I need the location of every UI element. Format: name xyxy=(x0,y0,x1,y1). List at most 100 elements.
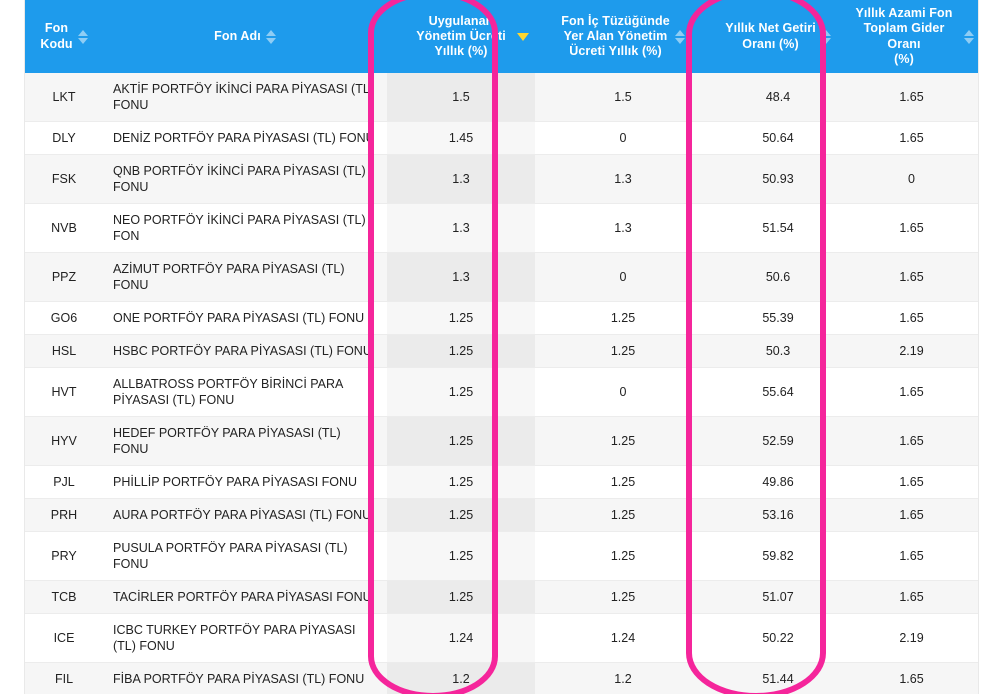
cell-yillik-net-getiri-orani: 50.22 xyxy=(711,613,845,663)
table-row[interactable]: HVT ALLBATROSS PORTFÖY BİRİNCİ PARA PİYAS… xyxy=(25,367,978,417)
cell-yillik-net-getiri-orani: 51.44 xyxy=(711,662,845,694)
cell-yillik-azami-gider-orani: 1.65 xyxy=(845,121,978,155)
sort-arrows-icon[interactable] xyxy=(77,29,88,44)
cell-fon-ic-tuzugunde-ucret: 1.25 xyxy=(535,580,711,614)
table-row[interactable]: LKT AKTİF PORTFÖY İKİNCİ PARA PİYASASI (T… xyxy=(25,73,978,122)
cell-fon-ic-tuzugunde-ucret: 0 xyxy=(535,121,711,155)
table-row[interactable]: FIL FİBA PORTFÖY PARA PİYASASI (TL) FONU 1… xyxy=(25,662,978,694)
column-header-uygulanan-yonetim-ucreti[interactable]: Uygulanan Yönetim Ücreti Yıllık (%) xyxy=(387,0,535,73)
cell-fon-adi: ICBC TURKEY PORTFÖY PARA PİYASASI (TL) F… xyxy=(103,613,387,663)
cell-yillik-azami-gider-orani: 1.65 xyxy=(845,662,978,694)
table-row[interactable]: PJL PHİLLİP PORTFÖY PARA PİYASASI FONU 1.2… xyxy=(25,465,978,499)
cell-yillik-net-getiri-orani: 50.93 xyxy=(711,154,845,204)
column-header-yillik-azami-fon-toplam-gider-orani[interactable]: Yıllık Azami Fon Toplam Gider Oranı (%) xyxy=(845,0,978,73)
cell-yillik-azami-gider-orani: 1.65 xyxy=(845,531,978,581)
column-header-fon-ic-tuzugunde-yonetim-ucreti[interactable]: Fon İç Tüzüğünde Yer Alan Yönetim Ücreti Y… xyxy=(535,0,711,73)
cell-yillik-net-getiri-orani: 50.3 xyxy=(711,334,845,368)
cell-fon-adi: NEO PORTFÖY İKİNCİ PARA PİYASASI (TL) FO… xyxy=(103,203,387,253)
cell-yillik-azami-gider-orani: 1.65 xyxy=(845,367,978,417)
table-row[interactable]: FSK QNB PORTFÖY İKİNCİ PARA PİYASASI (TL)… xyxy=(25,154,978,204)
cell-fon-kodu: ICE xyxy=(25,613,103,663)
cell-yillik-azami-gider-orani: 1.65 xyxy=(845,498,978,532)
cell-uygulanan-yonetim-ucreti: 1.3 xyxy=(387,252,535,302)
table-body: LKT AKTİF PORTFÖY İKİNCİ PARA PİYASASI (T… xyxy=(25,73,978,694)
cell-yillik-azami-gider-orani: 1.65 xyxy=(845,465,978,499)
table-row[interactable]: HSL HSBC PORTFÖY PARA PİYASASI (TL) FONU 1… xyxy=(25,334,978,368)
cell-fon-kodu: PJL xyxy=(25,465,103,499)
cell-uygulanan-yonetim-ucreti: 1.2 xyxy=(387,662,535,694)
cell-fon-ic-tuzugunde-ucret: 1.2 xyxy=(535,662,711,694)
cell-fon-adi: DENİZ PORTFÖY PARA PİYASASI (TL) FONU xyxy=(103,121,387,155)
table-row[interactable]: NVB NEO PORTFÖY İKİNCİ PARA PİYASASI (TL)… xyxy=(25,203,978,253)
cell-fon-adi: TACİRLER PORTFÖY PARA PİYASASI FONU xyxy=(103,580,387,614)
cell-uygulanan-yonetim-ucreti: 1.24 xyxy=(387,613,535,663)
cell-fon-adi: ONE PORTFÖY PARA PİYASASI (TL) FONU xyxy=(103,301,387,335)
cell-uygulanan-yonetim-ucreti: 1.25 xyxy=(387,498,535,532)
column-header-fon-kodu[interactable]: Fon Kodu xyxy=(25,0,103,73)
cell-fon-adi: AKTİF PORTFÖY İKİNCİ PARA PİYASASI (TL) … xyxy=(103,73,387,122)
cell-fon-kodu: PPZ xyxy=(25,252,103,302)
table-header: Fon Kodu Fon Adı Uygulanan Yönetim Ücreti Y… xyxy=(25,0,978,73)
sort-arrows-icon[interactable] xyxy=(820,29,831,44)
cell-fon-adi: FİBA PORTFÖY PARA PİYASASI (TL) FONU xyxy=(103,662,387,694)
fund-comparison-table: Fon Kodu Fon Adı Uygulanan Yönetim Ücreti Y… xyxy=(25,0,978,694)
cell-uygulanan-yonetim-ucreti: 1.45 xyxy=(387,121,535,155)
cell-yillik-net-getiri-orani: 49.86 xyxy=(711,465,845,499)
cell-uygulanan-yonetim-ucreti: 1.25 xyxy=(387,367,535,417)
cell-yillik-azami-gider-orani: 1.65 xyxy=(845,73,978,122)
table-row[interactable]: ICE ICBC TURKEY PORTFÖY PARA PİYASASI (TL… xyxy=(25,613,978,663)
sort-descending-active-icon[interactable] xyxy=(517,32,529,41)
cell-yillik-net-getiri-orani: 55.39 xyxy=(711,301,845,335)
cell-fon-adi: HSBC PORTFÖY PARA PİYASASI (TL) FONU xyxy=(103,334,387,368)
cell-fon-kodu: FSK xyxy=(25,154,103,204)
column-header-fon-adi[interactable]: Fon Adı xyxy=(103,0,387,73)
cell-uygulanan-yonetim-ucreti: 1.25 xyxy=(387,465,535,499)
cell-fon-kodu: HYV xyxy=(25,416,103,466)
cell-fon-adi: QNB PORTFÖY İKİNCİ PARA PİYASASI (TL) FO… xyxy=(103,154,387,204)
cell-uygulanan-yonetim-ucreti: 1.5 xyxy=(387,73,535,122)
cell-fon-adi: HEDEF PORTFÖY PARA PİYASASI (TL) FONU xyxy=(103,416,387,466)
cell-yillik-azami-gider-orani: 1.65 xyxy=(845,301,978,335)
table-row[interactable]: TCB TACİRLER PORTFÖY PARA PİYASASI FONU 1.… xyxy=(25,580,978,614)
cell-yillik-azami-gider-orani: 1.65 xyxy=(845,416,978,466)
cell-fon-kodu: HSL xyxy=(25,334,103,368)
sort-arrows-icon[interactable] xyxy=(964,29,974,44)
cell-fon-ic-tuzugunde-ucret: 1.25 xyxy=(535,334,711,368)
table-row[interactable]: PPZ AZİMUT PORTFÖY PARA PİYASASI (TL) FON… xyxy=(25,252,978,302)
cell-yillik-net-getiri-orani: 51.54 xyxy=(711,203,845,253)
column-header-fon-adi-label: Fon Adı xyxy=(214,28,261,43)
table-row[interactable]: PRY PUSULA PORTFÖY PARA PİYASASI (TL) FON… xyxy=(25,531,978,581)
cell-yillik-net-getiri-orani: 48.4 xyxy=(711,73,845,122)
cell-fon-ic-tuzugunde-ucret: 1.3 xyxy=(535,154,711,204)
column-header-fon-ic-tuzugunde-label: Fon İç Tüzüğünde Yer Alan Yönetim Ücreti Y… xyxy=(561,13,670,59)
cell-fon-kodu: PRY xyxy=(25,531,103,581)
table-row[interactable]: GO6 ONE PORTFÖY PARA PİYASASI (TL) FONU 1.… xyxy=(25,301,978,335)
cell-yillik-net-getiri-orani: 59.82 xyxy=(711,531,845,581)
cell-fon-ic-tuzugunde-ucret: 1.25 xyxy=(535,531,711,581)
cell-fon-ic-tuzugunde-ucret: 0 xyxy=(535,252,711,302)
cell-uygulanan-yonetim-ucreti: 1.3 xyxy=(387,203,535,253)
cell-fon-adi: ALLBATROSS PORTFÖY BİRİNCİ PARA PİYASASI… xyxy=(103,367,387,417)
cell-fon-ic-tuzugunde-ucret: 1.25 xyxy=(535,498,711,532)
page-right-gutter xyxy=(978,0,1003,694)
cell-fon-kodu: GO6 xyxy=(25,301,103,335)
cell-yillik-net-getiri-orani: 50.64 xyxy=(711,121,845,155)
cell-uygulanan-yonetim-ucreti: 1.25 xyxy=(387,301,535,335)
table-row[interactable]: PRH AURA PORTFÖY PARA PİYASASI (TL) FONU 1… xyxy=(25,498,978,532)
cell-fon-kodu: TCB xyxy=(25,580,103,614)
cell-yillik-azami-gider-orani: 1.65 xyxy=(845,252,978,302)
sort-arrows-icon[interactable] xyxy=(265,29,276,44)
column-header-yillik-net-getiri-orani[interactable]: Yıllık Net Getiri Oranı (%) xyxy=(711,0,845,73)
cell-fon-ic-tuzugunde-ucret: 1.25 xyxy=(535,301,711,335)
cell-fon-kodu: PRH xyxy=(25,498,103,532)
cell-fon-adi: PHİLLİP PORTFÖY PARA PİYASASI FONU xyxy=(103,465,387,499)
cell-yillik-net-getiri-orani: 51.07 xyxy=(711,580,845,614)
cell-yillik-net-getiri-orani: 52.59 xyxy=(711,416,845,466)
cell-yillik-azami-gider-orani: 1.65 xyxy=(845,580,978,614)
table-row[interactable]: HYV HEDEF PORTFÖY PARA PİYASASI (TL) FONU… xyxy=(25,416,978,466)
cell-uygulanan-yonetim-ucreti: 1.3 xyxy=(387,154,535,204)
sort-arrows-icon[interactable] xyxy=(674,29,685,44)
table-row[interactable]: DLY DENİZ PORTFÖY PARA PİYASASI (TL) FONU… xyxy=(25,121,978,155)
cell-fon-ic-tuzugunde-ucret: 1.24 xyxy=(535,613,711,663)
